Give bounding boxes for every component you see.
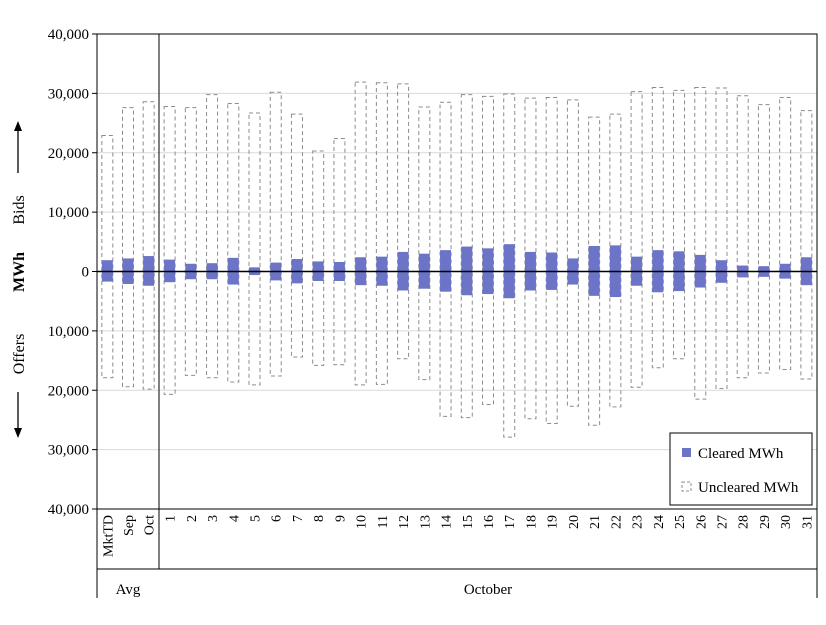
legend-swatch-uncleared [681,481,692,492]
y-tick-label: 30,000 [48,86,89,102]
x-tick-label: 24 [652,515,667,529]
uncleared-bar [375,82,388,385]
uncleared-bar [651,86,664,369]
x-tick-label: Sep [122,515,137,536]
x-tick-label: 12 [397,515,412,529]
x-tick-label: 8 [312,515,327,522]
x-tick-label: 22 [609,515,624,529]
x-tick-label: 7 [291,515,306,522]
uncleared-bar [779,97,792,370]
uncleared-bar [630,91,643,388]
offers-label: Offers [11,334,28,375]
x-tick-label: 28 [737,515,752,529]
x-tick-label: 4 [227,515,242,522]
uncleared-bar [290,113,303,358]
x-tick-label: 15 [461,515,476,529]
x-tick-label: 10 [355,515,370,529]
x-tick-label: 23 [631,515,646,529]
x-tick-label: 16 [482,515,497,529]
uncleared-bar [757,104,770,374]
uncleared-bar [566,99,579,407]
y-tick-label: 20,000 [48,383,89,399]
group-label-avg: Avg [116,582,141,598]
x-tick-label: 1 [164,515,179,522]
x-tick-label: 6 [270,515,285,522]
group-labels: Avg October [116,582,513,598]
group-label-october: October [464,582,512,598]
axes [92,33,818,598]
y-tick-label: 20,000 [48,146,89,162]
x-tick-labels: MktTD Sep Oct 1 2 3 4 5 6 7 8 9 10 11 12 13 14 15 16 17 18 19… [101,515,815,557]
uncleared-bar [354,81,367,386]
gridlines [97,92,817,451]
uncleared-bar [163,105,176,395]
x-tick-label: 26 [694,515,709,529]
x-tick-label: 25 [673,515,688,529]
y-tick-labels: 40,000 30,000 20,000 10,000 0 10,000 20,000 30,… [48,27,89,518]
uncleared-bar [694,86,707,400]
legend: Cleared MWh Uncleared MWh [669,432,813,506]
legend-label-cleared: Cleared MWh [698,446,784,462]
uncleared-bar [673,89,686,360]
x-tick-label: Oct [143,515,158,535]
legend-box [669,432,813,506]
x-tick-label: 18 [524,515,539,529]
y-tick-label: 10,000 [48,205,89,221]
uncleared-bar [800,110,813,380]
x-tick-label: MktTD [101,515,116,557]
uncleared-bar [397,83,410,360]
x-tick-label: 20 [567,515,582,529]
y-tick-label: 30,000 [48,443,89,459]
y-axis-label: MWh [11,252,28,292]
y-tick-label: 40,000 [48,502,89,518]
y-tick-label: 0 [82,265,90,281]
x-tick-label: 2 [185,515,200,522]
x-tick-label: 13 [418,515,433,529]
uncleared-bar [736,95,749,379]
x-tick-label: 19 [546,515,561,529]
uncleared-bar [122,107,134,388]
y-tick-label: 40,000 [48,27,89,43]
uncleared-bar [184,107,197,376]
uncleared-bar [206,94,219,379]
x-tick-label: 3 [206,515,221,522]
uncleared-bar [142,101,155,390]
uncleared-bar [715,87,728,389]
bids-label: Bids [11,195,28,224]
x-tick-label: 11 [376,515,391,528]
bids-arrow [14,121,22,173]
legend-label-uncleared: Uncleared MWh [698,480,799,496]
y-tick-label: 10,000 [48,324,89,340]
x-tick-label: 27 [715,515,730,529]
uncleared-bar [312,150,325,366]
uncleared-bar [269,91,282,377]
offers-arrow [14,392,22,438]
x-tick-label: 30 [779,515,794,529]
x-tick-label: 9 [333,515,348,522]
x-tick-label: 5 [249,515,264,522]
uncleared-bar [101,135,114,379]
uncleared-bar [227,102,240,383]
x-tick-label: 29 [758,515,773,529]
uncleared-bar [248,112,261,386]
x-tick-label: 14 [440,515,455,529]
x-tick-label: 31 [800,515,815,529]
x-tick-label: 21 [588,515,603,529]
legend-swatch-cleared [682,448,691,457]
uncleared-bar [418,106,431,381]
x-tick-label: 17 [503,515,518,529]
